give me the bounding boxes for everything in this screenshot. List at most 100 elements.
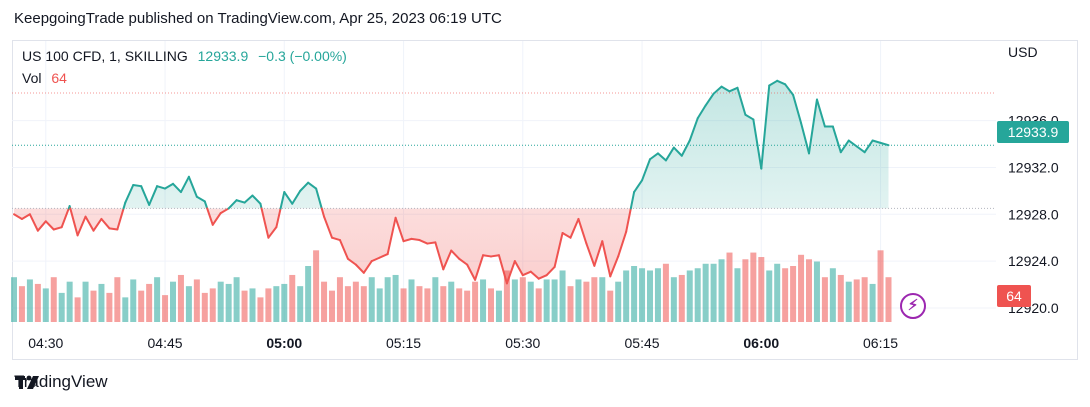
volume-bar <box>344 286 351 322</box>
volume-bar <box>66 281 73 322</box>
volume-bar <box>114 277 121 322</box>
tradingview-logo-icon <box>15 375 39 389</box>
volume-bar <box>225 283 232 322</box>
price-line-segment <box>784 83 795 96</box>
price-line-segment <box>203 200 209 210</box>
chart-frame <box>12 40 1078 360</box>
price-line-segment <box>601 240 612 278</box>
volume-bar <box>241 290 248 322</box>
price-line-segment <box>124 184 135 204</box>
volume-bar <box>702 263 709 322</box>
price-line-segment <box>52 226 63 231</box>
volume-bar <box>527 281 534 322</box>
legend-symbol[interactable]: US 100 CFD, 1, SKILLING <box>22 48 188 64</box>
price-line-segment <box>474 254 485 281</box>
price-line-segment <box>219 207 230 215</box>
volume-bar <box>766 270 773 322</box>
volume-bar <box>352 281 359 322</box>
price-line-segment <box>521 270 532 277</box>
price-line-segment <box>279 191 286 210</box>
volume-bar <box>798 254 805 322</box>
price-line-segment <box>402 237 413 243</box>
price-line-segment <box>28 213 39 232</box>
price-line-segment <box>442 249 453 271</box>
price-line-segment <box>315 187 323 210</box>
legend-volume-label[interactable]: Vol <box>22 70 42 86</box>
volume-bar <box>488 288 494 322</box>
volume-bar <box>34 283 41 322</box>
price-line-segment <box>291 189 302 205</box>
legend-change: −0.3 (−0.00%) <box>258 48 347 64</box>
volume-bar <box>11 277 17 322</box>
price-line-segment <box>283 191 294 205</box>
volume-bar <box>615 281 622 322</box>
volume-bar <box>122 297 129 322</box>
volume-bar <box>599 277 606 322</box>
volume-bar <box>329 290 335 322</box>
volume-bar <box>82 281 89 322</box>
volume-bar <box>90 290 97 322</box>
currency-label[interactable]: USD <box>1008 44 1038 60</box>
price-line-segment <box>179 175 190 194</box>
volume-bar <box>130 279 137 322</box>
footer-brand[interactable]: TradingView <box>14 372 108 392</box>
price-line-segment <box>76 215 87 237</box>
volume-bar <box>217 281 224 322</box>
volume-bar <box>384 277 391 322</box>
volume-bar <box>289 274 296 322</box>
price-line-segment <box>505 260 516 285</box>
price-line-segment <box>100 217 111 230</box>
y-tick-label: 12924.0 <box>1008 253 1059 269</box>
price-line-segment <box>482 254 492 258</box>
y-tick-label: 12932.0 <box>1008 159 1059 175</box>
price-line-segment <box>92 217 103 232</box>
volume-bar <box>42 288 49 322</box>
price-line-segment <box>855 145 866 154</box>
price-line-segment <box>704 92 715 107</box>
volume-bar <box>138 290 145 322</box>
price-line-segment <box>768 79 779 87</box>
volume-bar <box>821 277 828 322</box>
volume-bar <box>519 277 526 322</box>
volume-bar <box>631 266 638 322</box>
price-line-segment <box>593 240 604 267</box>
lightning-icon[interactable]: ⚡︎ <box>900 293 926 319</box>
price-line-segment <box>664 146 675 162</box>
volume-bar <box>837 274 844 322</box>
price-line-segment <box>164 182 174 190</box>
volume-bar <box>281 283 288 322</box>
volume-bar <box>583 281 590 322</box>
volume-bar <box>734 268 741 322</box>
volume-bar <box>193 279 200 322</box>
price-line-segment <box>490 254 500 258</box>
price-line-segment <box>641 158 651 182</box>
volume-bar <box>50 277 57 322</box>
x-tick-label: 05:45 <box>625 335 660 351</box>
volume-bar <box>265 288 272 322</box>
price-line-segment <box>808 98 818 155</box>
volume-bar <box>551 279 558 322</box>
price-line-segment <box>354 263 365 274</box>
price-line-segment <box>458 257 469 266</box>
volume-bar <box>567 286 574 322</box>
price-line-segment <box>13 213 23 220</box>
price-line-segment <box>346 257 357 266</box>
price-line-segment <box>122 201 127 210</box>
price-line-segment <box>831 125 842 154</box>
price-line-segment <box>227 199 238 210</box>
publish-header: KeepgoingTrade published on TradingView.… <box>14 10 502 27</box>
volume-bar <box>472 281 479 322</box>
price-line-segment <box>148 185 159 206</box>
price-line-segment <box>792 93 803 124</box>
price-line-segment <box>561 232 572 239</box>
price-line-segment <box>839 139 850 154</box>
price-line-segment <box>569 217 580 239</box>
volume-bar <box>774 263 781 322</box>
price-line-segment <box>450 249 461 260</box>
price-line-segment <box>394 216 405 243</box>
price-line-segment <box>260 207 270 239</box>
price-line-segment <box>633 179 644 194</box>
volume-bar <box>185 286 192 322</box>
price-line-segment <box>275 207 282 229</box>
